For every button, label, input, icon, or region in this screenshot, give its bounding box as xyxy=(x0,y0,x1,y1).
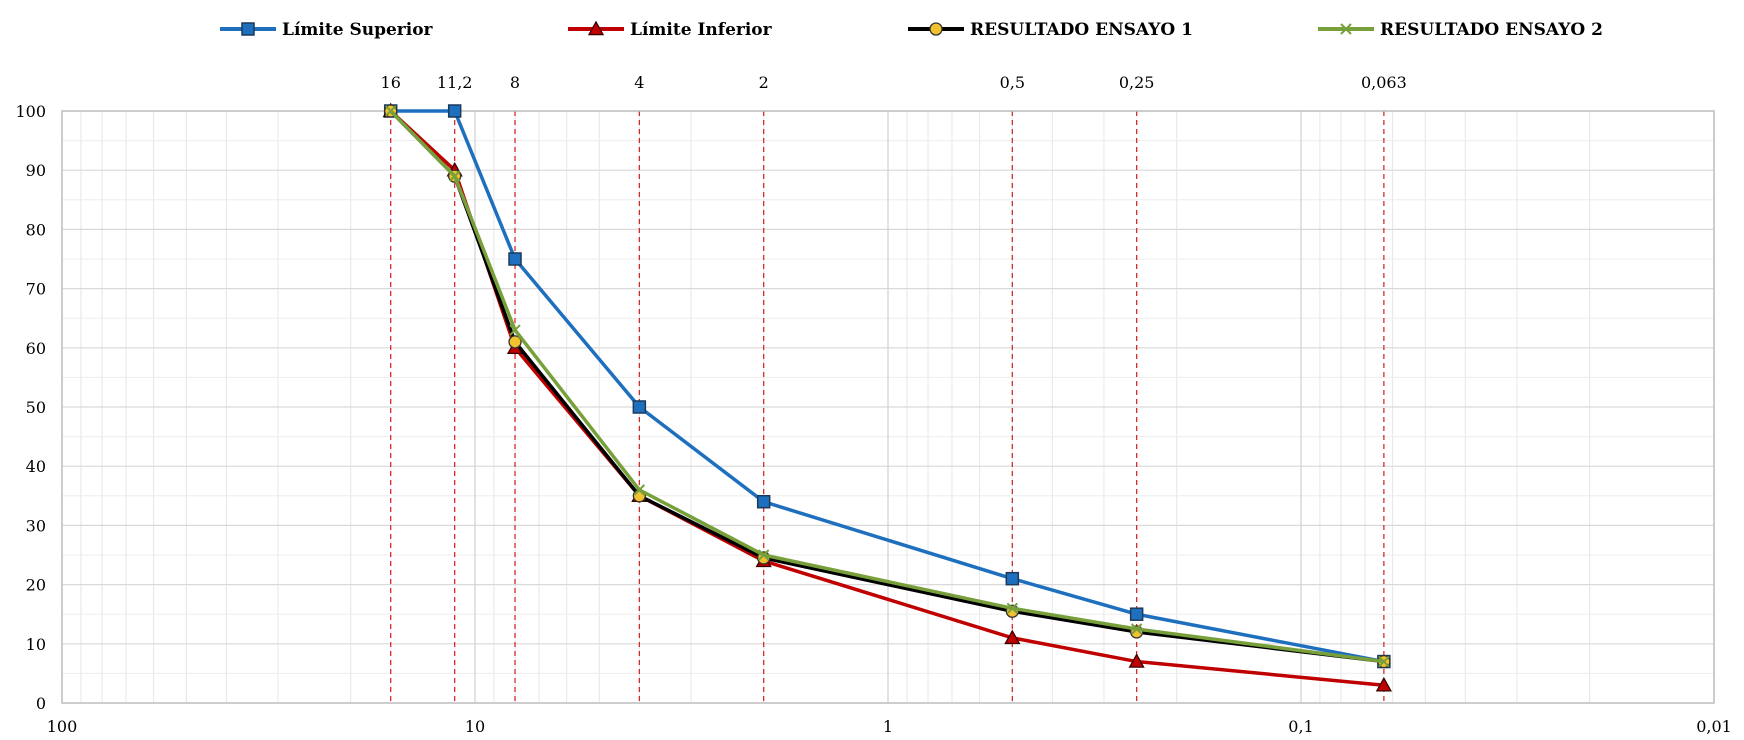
sieve-lines: 16 11,2 8 4 2 0,5 0,25 0,063 xyxy=(381,73,1407,703)
series-line xyxy=(389,109,1385,687)
data-point-square xyxy=(241,22,255,36)
y-tick-label: 40 xyxy=(26,457,46,476)
y-tick-label: 90 xyxy=(26,161,46,180)
sieve-label: 11,2 xyxy=(437,73,473,92)
data-point-triangle xyxy=(1375,676,1392,692)
y-tick-label: 70 xyxy=(26,280,46,299)
sieve-label: 0,5 xyxy=(1000,73,1025,92)
x-tick-label: 10 xyxy=(465,717,485,736)
data-point-x xyxy=(384,105,397,117)
series-4 xyxy=(384,105,1390,668)
data-point-x-stroke xyxy=(448,170,461,182)
y-tick-label: 0 xyxy=(36,694,46,713)
data-point-x xyxy=(1378,655,1390,668)
sieve-label: 0,25 xyxy=(1119,73,1155,92)
data-point-triangle xyxy=(1004,629,1021,645)
legend-item-4: RESULTADO ENSAYO 2 xyxy=(1318,20,1603,40)
x-tick-label: 0,1 xyxy=(1288,717,1313,736)
legend-label: RESULTADO ENSAYO 2 xyxy=(1380,20,1603,40)
grid xyxy=(61,110,1715,704)
y-tick-label: 20 xyxy=(26,576,46,595)
sieve-label: 0,063 xyxy=(1361,73,1407,92)
series xyxy=(382,102,1392,692)
data-point-x xyxy=(1130,623,1143,635)
y-tick-label: 100 xyxy=(15,102,46,121)
data-point-square xyxy=(508,252,522,266)
axes: 0 10 20 30 40 50 60 70 80 90 100 100 10 1 0,1 0,01 xyxy=(15,102,1731,736)
legend-item-2: Límite Inferior xyxy=(568,20,773,40)
y-tick-label: 10 xyxy=(26,635,46,654)
legend: Límite Superior Límite Inferior RESULTADO … xyxy=(220,20,1603,40)
y-tick-label: 80 xyxy=(26,220,46,239)
plot-area-border xyxy=(61,110,1715,704)
sieve-label: 8 xyxy=(510,73,520,92)
data-point-x-stroke xyxy=(1378,655,1390,668)
data-point-square xyxy=(1005,571,1020,586)
y-tick-label: 50 xyxy=(26,398,46,417)
x-tick-label: 1 xyxy=(883,717,893,736)
x-tick-label: 100 xyxy=(47,717,78,736)
sieve-label: 2 xyxy=(759,73,769,92)
data-point-square xyxy=(447,104,462,118)
data-point-x-stroke xyxy=(633,484,646,496)
data-point-circle xyxy=(929,22,943,36)
series-line xyxy=(389,109,1385,664)
data-point-x xyxy=(757,549,770,561)
data-point-square xyxy=(1129,607,1144,621)
legend-label: RESULTADO ENSAYO 1 xyxy=(970,20,1193,40)
x-tick-label: 0,01 xyxy=(1696,717,1732,736)
y-tick-label: 60 xyxy=(26,339,46,358)
data-point-x xyxy=(448,170,461,182)
legend-label: Límite Superior xyxy=(282,20,434,40)
data-point-x-stroke xyxy=(384,105,397,117)
data-point-square xyxy=(756,494,771,509)
data-point-triangle xyxy=(587,20,605,36)
series-line xyxy=(390,109,1385,664)
data-point-x-stroke xyxy=(509,324,521,336)
data-point-x-stroke xyxy=(1006,602,1019,614)
legend-label: Límite Inferior xyxy=(630,20,773,40)
data-point-triangle xyxy=(1128,653,1145,668)
legend-item-3: RESULTADO ENSAYO 1 xyxy=(908,20,1193,40)
data-point-x-stroke xyxy=(1130,623,1143,635)
data-point-x xyxy=(633,484,646,496)
sieve-label: 4 xyxy=(634,73,644,92)
data-point-x xyxy=(1340,23,1352,35)
data-point-square xyxy=(632,400,647,414)
data-point-x-stroke xyxy=(757,549,770,561)
data-point-x-stroke xyxy=(1340,23,1352,35)
y-tick-label: 30 xyxy=(26,516,46,535)
series-2 xyxy=(382,102,1392,692)
legend-item-1: Límite Superior xyxy=(220,20,434,40)
data-point-x xyxy=(509,324,521,336)
series-line xyxy=(389,109,1385,664)
data-point-circle xyxy=(508,335,522,349)
data-point-x xyxy=(1006,602,1019,614)
sieve-label: 16 xyxy=(381,73,401,92)
